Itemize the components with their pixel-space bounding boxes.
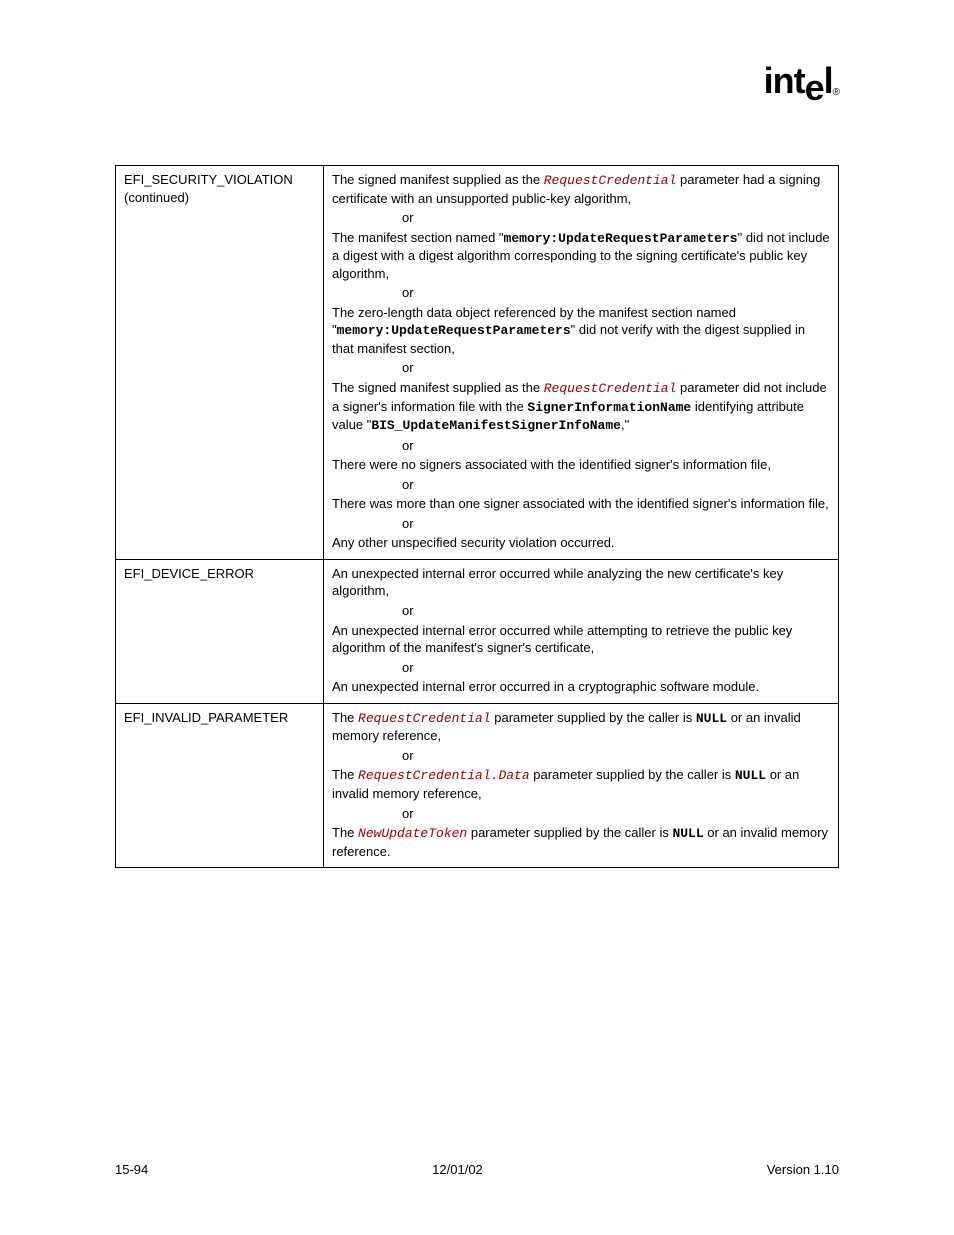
description-cell: The RequestCredential parameter supplied… (324, 703, 839, 867)
code-literal: NULL (696, 711, 727, 726)
or-separator: or (332, 284, 830, 302)
code-literal: NULL (735, 768, 766, 783)
or-separator: or (332, 515, 830, 533)
footer-version: Version 1.10 (767, 1162, 839, 1177)
or-separator: or (332, 747, 830, 765)
status-codes-table: EFI_SECURITY_VIOLATION(continued)The sig… (115, 165, 839, 868)
code-literal: NULL (672, 826, 703, 841)
content-area: EFI_SECURITY_VIOLATION(continued)The sig… (115, 165, 839, 868)
table-row: EFI_SECURITY_VIOLATION(continued)The sig… (116, 166, 839, 560)
or-separator: or (332, 805, 830, 823)
description-paragraph: Any other unspecified security violation… (332, 534, 830, 552)
intel-logo: intel® (764, 60, 839, 102)
description-paragraph: An unexpected internal error occurred wh… (332, 622, 830, 657)
or-separator: or (332, 602, 830, 620)
code-literal: memory:UpdateRequestParameters (504, 231, 738, 246)
description-paragraph: There was more than one signer associate… (332, 495, 830, 513)
status-code-label: EFI_INVALID_PARAMETER (124, 709, 315, 727)
code-parameter: RequestCredential (544, 173, 677, 188)
or-separator: or (332, 437, 830, 455)
status-code-sublabel: (continued) (124, 189, 315, 207)
code-literal: SignerInformationName (527, 400, 691, 415)
description-paragraph: The zero-length data object referenced b… (332, 304, 830, 358)
description-paragraph: The RequestCredential.Data parameter sup… (332, 766, 830, 802)
description-cell: The signed manifest supplied as the Requ… (324, 166, 839, 560)
status-code-cell: EFI_INVALID_PARAMETER (116, 703, 324, 867)
code-parameter: RequestCredential (544, 381, 677, 396)
code-parameter: RequestCredential.Data (358, 768, 530, 783)
description-paragraph: An unexpected internal error occurred wh… (332, 565, 830, 600)
status-code-label: EFI_DEVICE_ERROR (124, 565, 315, 583)
table-row: EFI_DEVICE_ERROR An unexpected internal e… (116, 559, 839, 703)
page-footer: 15-94 12/01/02 Version 1.10 (115, 1162, 839, 1177)
page: intel® EFI_SECURITY_VIOLATION(continued)… (0, 0, 954, 1235)
or-separator: or (332, 359, 830, 377)
code-parameter: RequestCredential (358, 711, 491, 726)
description-paragraph: The RequestCredential parameter supplied… (332, 709, 830, 745)
status-code-cell: EFI_DEVICE_ERROR (116, 559, 324, 703)
description-cell: An unexpected internal error occurred wh… (324, 559, 839, 703)
code-literal: memory:UpdateRequestParameters (337, 323, 571, 338)
footer-date: 12/01/02 (432, 1162, 483, 1177)
code-parameter: NewUpdateToken (358, 826, 467, 841)
description-paragraph: The NewUpdateToken parameter supplied by… (332, 824, 830, 860)
code-literal: BIS_UpdateManifestSignerInfoName (371, 418, 621, 433)
description-paragraph: An unexpected internal error occurred in… (332, 678, 830, 696)
or-separator: or (332, 209, 830, 227)
table-row: EFI_INVALID_PARAMETER The RequestCredenti… (116, 703, 839, 867)
description-paragraph: The manifest section named "memory:Updat… (332, 229, 830, 283)
description-paragraph: The signed manifest supplied as the Requ… (332, 379, 830, 435)
or-separator: or (332, 476, 830, 494)
description-paragraph: The signed manifest supplied as the Requ… (332, 171, 830, 207)
description-paragraph: There were no signers associated with th… (332, 456, 830, 474)
footer-page-number: 15-94 (115, 1162, 148, 1177)
status-code-cell: EFI_SECURITY_VIOLATION(continued) (116, 166, 324, 560)
or-separator: or (332, 659, 830, 677)
status-code-label: EFI_SECURITY_VIOLATION (124, 171, 315, 189)
